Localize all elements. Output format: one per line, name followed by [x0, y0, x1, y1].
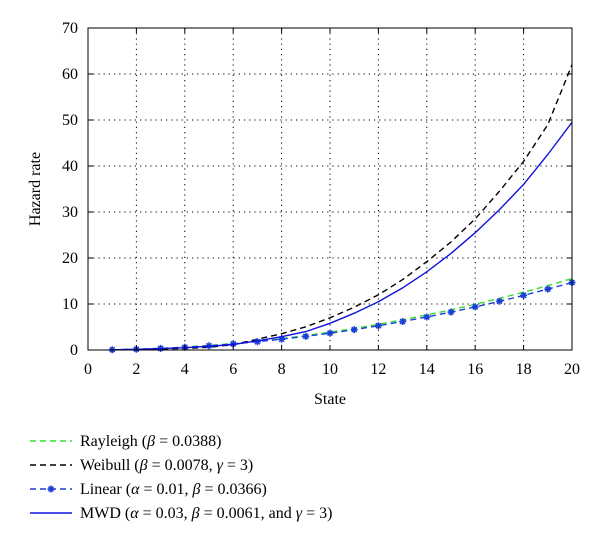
- y-tick-label: 30: [62, 204, 78, 221]
- star-marker: [350, 326, 358, 334]
- x-tick-label: 16: [467, 361, 483, 378]
- x-tick-label: 12: [370, 361, 386, 378]
- legend-label-part: = 0.0388): [155, 433, 221, 450]
- legend-item: Weibull (β = 0.0078, γ = 3): [30, 457, 253, 474]
- legend-label-part: Rayleigh (: [80, 433, 147, 450]
- legend: Rayleigh (β = 0.0388)Weibull (β = 0.0078…: [30, 433, 332, 522]
- star-marker: [447, 308, 455, 316]
- legend-label-part: = 0.03,: [139, 505, 192, 522]
- series-lines: [108, 64, 576, 354]
- x-tick-label: 10: [322, 361, 338, 378]
- series-line-1: [112, 64, 573, 351]
- star-marker: [326, 329, 334, 337]
- y-tick-label: 0: [70, 342, 78, 359]
- legend-label-part: β: [191, 505, 200, 522]
- y-tick-label: 40: [62, 158, 78, 175]
- x-tick-label: 6: [229, 361, 237, 378]
- legend-label-part: α: [131, 481, 140, 498]
- y-axis-title: Hazard rate: [27, 152, 44, 226]
- star-marker: [495, 297, 503, 305]
- legend-label-part: = 0.0078,: [148, 457, 217, 474]
- star-marker: [544, 285, 552, 293]
- x-tick-label: 0: [84, 361, 92, 378]
- legend-label-part: γ: [296, 505, 303, 522]
- legend-label-part: = 0.01,: [139, 481, 192, 498]
- legend-label-part: Weibull (: [80, 457, 140, 474]
- star-marker: [399, 318, 407, 326]
- y-tick-labels: 0 10 20 30 40 50 60 70: [62, 20, 78, 359]
- legend-label-part: = 3): [302, 505, 332, 522]
- legend-label-part: β: [139, 457, 148, 474]
- x-tick-label: 2: [132, 361, 140, 378]
- legend-item: MWD (α = 0.03, β = 0.0061, and γ = 3): [30, 505, 332, 522]
- axis-ticks: [87, 27, 573, 351]
- y-tick-label: 60: [62, 66, 78, 83]
- star-marker: [471, 303, 479, 311]
- legend-label-part: β: [192, 481, 201, 498]
- y-tick-label: 20: [62, 250, 78, 267]
- legend-label: MWD (α = 0.03, β = 0.0061, and γ = 3): [80, 505, 332, 522]
- y-tick-label: 70: [62, 20, 78, 37]
- x-tick-labels: 0 2 4 6 8 10 12 14 16 18 20: [84, 361, 580, 378]
- legend-label-part: = 0.0061, and: [200, 505, 296, 522]
- star-marker: [302, 332, 310, 340]
- series-line-0: [112, 277, 573, 351]
- x-tick-label: 20: [564, 361, 580, 378]
- series-line-2: [112, 281, 573, 351]
- x-tick-label: 8: [278, 361, 286, 378]
- legend-item: Rayleigh (β = 0.0388): [30, 433, 221, 450]
- legend-item: Linear (α = 0.01, β = 0.0366): [30, 481, 267, 498]
- star-marker: [374, 322, 382, 330]
- legend-label-part: = 3): [223, 457, 253, 474]
- star-marker: [47, 485, 55, 493]
- x-tick-label: 18: [516, 361, 532, 378]
- legend-label-part: α: [130, 505, 139, 522]
- legend-label: Rayleigh (β = 0.0388): [80, 433, 221, 450]
- legend-label-part: MWD (: [80, 505, 130, 522]
- y-tick-label: 10: [62, 296, 78, 313]
- x-tick-label: 14: [419, 361, 435, 378]
- star-marker: [423, 313, 431, 321]
- legend-label: Linear (α = 0.01, β = 0.0366): [80, 481, 267, 498]
- legend-label-part: = 0.0366): [200, 481, 266, 498]
- y-tick-label: 50: [62, 112, 78, 129]
- x-tick-label: 4: [181, 361, 189, 378]
- legend-label-part: Linear (: [80, 481, 131, 498]
- x-axis-title: State: [314, 391, 346, 408]
- legend-label-part: γ: [217, 457, 224, 474]
- series-line-3: [112, 121, 573, 351]
- legend-label: Weibull (β = 0.0078, γ = 3): [80, 457, 253, 474]
- legend-label-part: β: [146, 433, 155, 450]
- star-marker: [520, 291, 528, 299]
